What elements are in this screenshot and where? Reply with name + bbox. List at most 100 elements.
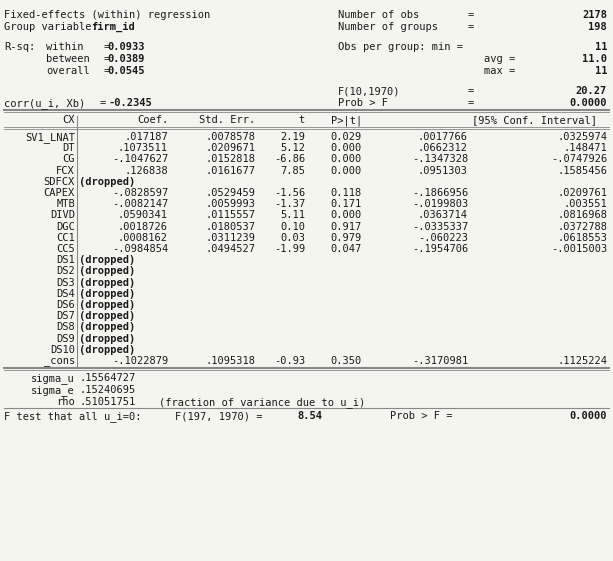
Text: corr(u_i, Xb): corr(u_i, Xb) [4,98,85,109]
Text: -0.2345: -0.2345 [108,98,152,108]
Text: =: = [468,86,474,96]
Text: overall: overall [46,66,89,76]
Text: .51051751: .51051751 [79,397,135,407]
Text: CC1: CC1 [56,233,75,243]
Text: Prob > F =: Prob > F = [390,411,452,421]
Text: Number of obs: Number of obs [338,10,419,20]
Text: -1.99: -1.99 [274,244,305,254]
Text: =: = [468,22,474,32]
Text: -.0335337: -.0335337 [412,222,468,232]
Text: -.1347328: -.1347328 [412,154,468,164]
Text: sigma_e: sigma_e [31,385,75,396]
Text: -.0015003: -.0015003 [550,244,607,254]
Text: .0311239: .0311239 [205,233,255,243]
Text: .0325974: .0325974 [557,132,607,142]
Text: 0.979: 0.979 [331,233,362,243]
Text: Coef.: Coef. [137,115,168,125]
Text: 0.350: 0.350 [331,356,362,366]
Text: -.1954706: -.1954706 [412,244,468,254]
Text: -.0984854: -.0984854 [112,244,168,254]
Text: SV1_LNAT: SV1_LNAT [25,132,75,143]
Text: (dropped): (dropped) [79,334,135,343]
Text: DGC: DGC [56,222,75,232]
Text: 0.917: 0.917 [331,222,362,232]
Text: -.0828597: -.0828597 [112,188,168,198]
Text: .0180537: .0180537 [205,222,255,232]
Text: 0.0000: 0.0000 [569,411,607,421]
Text: 0.10: 0.10 [280,222,305,232]
Text: -.0082147: -.0082147 [112,199,168,209]
Text: DS6: DS6 [56,300,75,310]
Text: -.3170981: -.3170981 [412,356,468,366]
Text: DS3: DS3 [56,278,75,288]
Text: t: t [299,115,305,125]
Text: .15240695: .15240695 [79,385,135,395]
Text: DS2: DS2 [56,266,75,277]
Text: 5.12: 5.12 [280,143,305,153]
Text: within: within [46,42,83,52]
Text: 0.000: 0.000 [331,154,362,164]
Text: F test that all u_i=0:: F test that all u_i=0: [4,411,142,422]
Text: sigma_u: sigma_u [31,373,75,384]
Text: -0.93: -0.93 [274,356,305,366]
Text: .0059993: .0059993 [205,199,255,209]
Text: .003551: .003551 [563,199,607,209]
Text: (dropped): (dropped) [79,278,135,288]
Text: .1125224: .1125224 [557,356,607,366]
Text: DS7: DS7 [56,311,75,321]
Text: P>|t|: P>|t| [331,115,362,126]
Text: =: = [104,42,110,52]
Text: CC5: CC5 [56,244,75,254]
Text: -.0199803: -.0199803 [412,199,468,209]
Text: .0529459: .0529459 [205,188,255,198]
Text: 8.54: 8.54 [297,411,322,421]
Text: Group variable:: Group variable: [4,22,104,32]
Text: .0363714: .0363714 [418,210,468,220]
Text: .0209671: .0209671 [205,143,255,153]
Text: .0161677: .0161677 [205,165,255,176]
Text: -.1047627: -.1047627 [112,154,168,164]
Text: 198: 198 [588,22,607,32]
Text: DIVD: DIVD [50,210,75,220]
Text: 0.171: 0.171 [331,199,362,209]
Text: 0.0000: 0.0000 [569,98,607,108]
Text: .017187: .017187 [124,132,168,142]
Text: Std. Err.: Std. Err. [199,115,255,125]
Text: 2178: 2178 [582,10,607,20]
Text: 0.000: 0.000 [331,210,362,220]
Text: DS1: DS1 [56,255,75,265]
Text: [95% Conf. Interval]: [95% Conf. Interval] [473,115,598,125]
Text: .1585456: .1585456 [557,165,607,176]
Text: .0008162: .0008162 [118,233,168,243]
Text: .0115557: .0115557 [205,210,255,220]
Text: (dropped): (dropped) [79,323,135,333]
Text: -.1022879: -.1022879 [112,356,168,366]
Text: -1.56: -1.56 [274,188,305,198]
Text: R-sq:: R-sq: [4,42,36,52]
Text: 2.19: 2.19 [280,132,305,142]
Text: .0951303: .0951303 [418,165,468,176]
Text: Fixed-effects (within) regression: Fixed-effects (within) regression [4,10,210,20]
Text: 0.118: 0.118 [331,188,362,198]
Text: firm_id: firm_id [91,22,134,32]
Text: DS9: DS9 [56,334,75,343]
Text: .0662312: .0662312 [418,143,468,153]
Text: (dropped): (dropped) [79,255,135,265]
Text: .0372788: .0372788 [557,222,607,232]
Text: DS10: DS10 [50,345,75,355]
Text: Number of groups: Number of groups [338,22,438,32]
Text: .148471: .148471 [563,143,607,153]
Text: =: = [104,66,110,76]
Text: DS4: DS4 [56,289,75,299]
Text: (dropped): (dropped) [79,289,135,299]
Text: .1095318: .1095318 [205,356,255,366]
Text: F(197, 1970) =: F(197, 1970) = [175,411,262,421]
Text: .0618553: .0618553 [557,233,607,243]
Text: CAPEX: CAPEX [44,188,75,198]
Text: .1073511: .1073511 [118,143,168,153]
Text: Prob > F: Prob > F [338,98,388,108]
Text: 11: 11 [595,66,607,76]
Text: .0209761: .0209761 [557,188,607,198]
Text: (dropped): (dropped) [79,300,135,310]
Text: MTB: MTB [56,199,75,209]
